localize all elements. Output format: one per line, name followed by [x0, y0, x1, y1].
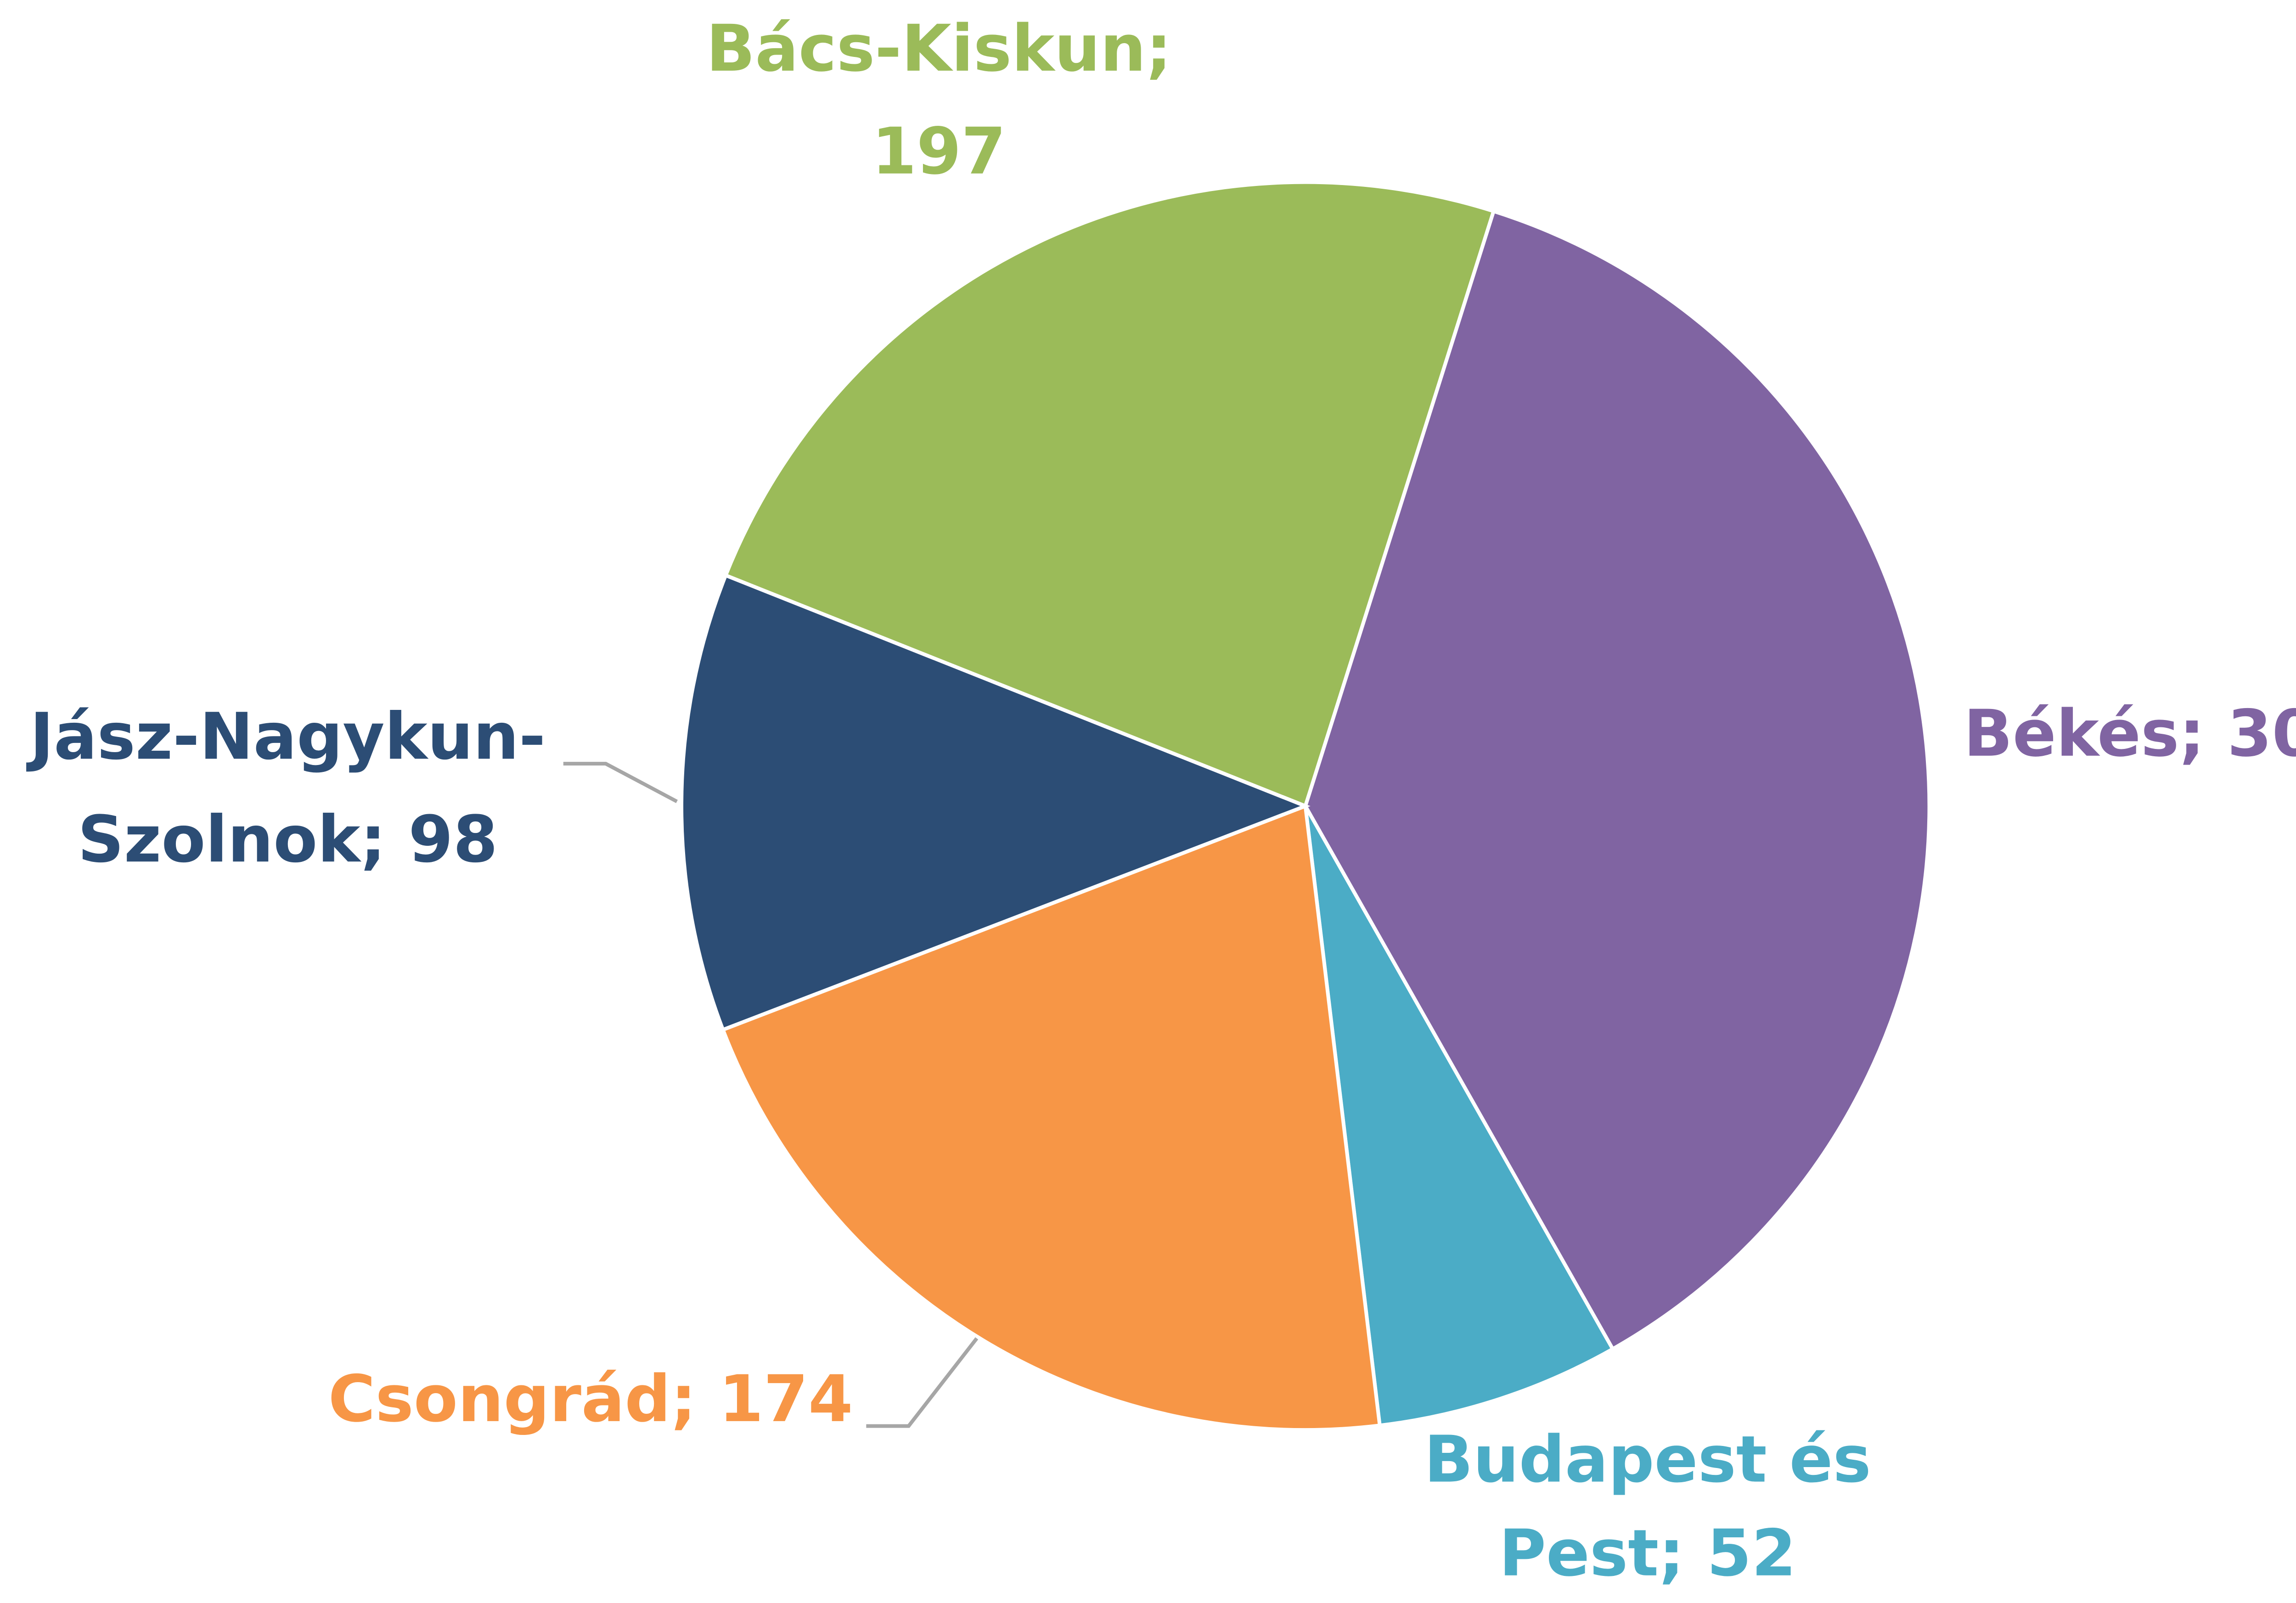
pie-slice [1303, 805, 1615, 1428]
leader-line [563, 762, 678, 804]
data-label: Bács-Kiskun; [706, 11, 1172, 86]
data-label: Pest; 52 [1499, 1516, 1796, 1591]
data-label: Szolnok; 98 [78, 802, 498, 877]
data-label: Csongrád; 174 [328, 1362, 853, 1437]
data-label: 197 [872, 114, 1006, 189]
pie-slice [680, 573, 1311, 1032]
data-label: Békés; 305 [1964, 697, 2296, 771]
pie-slice [720, 803, 1382, 1432]
data-label: Jász-Nagykun- [26, 699, 546, 774]
pie-slice [1303, 208, 1931, 1352]
data-label: Budapest és [1424, 1423, 1871, 1497]
leader-line [866, 1337, 979, 1428]
